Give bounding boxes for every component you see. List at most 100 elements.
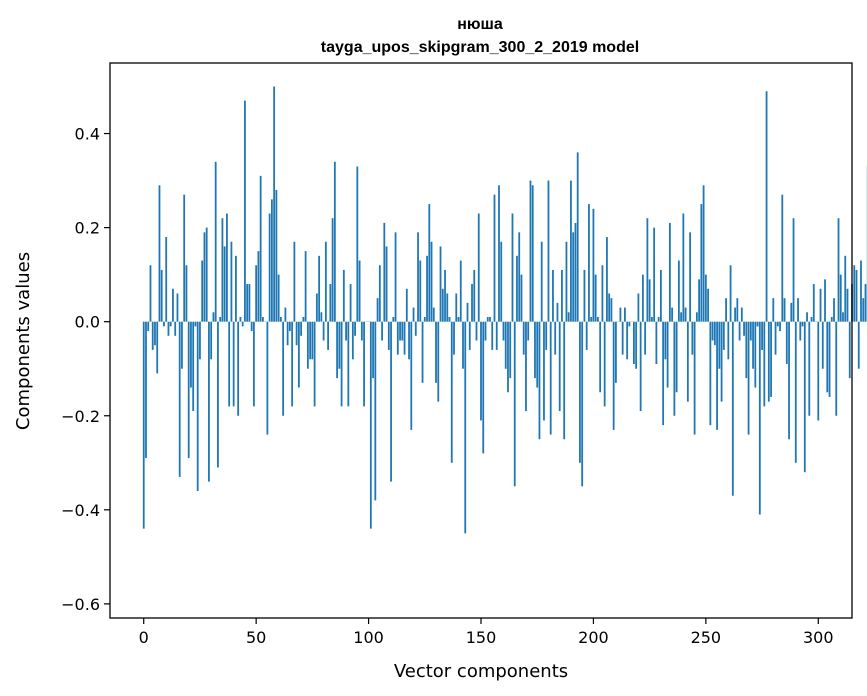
bar-28 xyxy=(205,227,208,322)
bar-57 xyxy=(270,199,273,322)
bar-104 xyxy=(376,298,379,322)
bar-225 xyxy=(648,279,651,322)
bar-133 xyxy=(441,288,444,322)
bar-319 xyxy=(860,260,862,322)
bar-213 xyxy=(621,321,624,355)
bar-224 xyxy=(646,218,649,322)
bar-22 xyxy=(192,321,195,412)
y-tick-label: 0.0 xyxy=(75,313,100,332)
bar-140 xyxy=(457,316,460,322)
bar-229 xyxy=(657,316,660,322)
bar-192 xyxy=(574,222,577,322)
bar-185 xyxy=(558,321,561,412)
bar-43 xyxy=(239,316,242,322)
bar-304 xyxy=(826,321,829,393)
bar-282 xyxy=(776,321,779,327)
bar-109 xyxy=(387,321,390,350)
bar-310 xyxy=(839,274,842,322)
bar-169 xyxy=(522,321,525,355)
bar-132 xyxy=(439,246,442,322)
bar-290 xyxy=(794,321,797,463)
bar-9 xyxy=(163,321,165,327)
bar-166 xyxy=(516,255,518,322)
bar-221 xyxy=(639,321,642,412)
bar-151 xyxy=(482,321,485,454)
bar-74 xyxy=(309,321,312,360)
bar-254 xyxy=(713,321,716,346)
bar-39 xyxy=(230,241,233,322)
bar-126 xyxy=(426,255,428,322)
bar-125 xyxy=(423,316,426,322)
bar-186 xyxy=(561,269,563,322)
x-axis-label: Vector components xyxy=(394,661,568,682)
bar-113 xyxy=(396,321,399,355)
bar-72 xyxy=(304,251,307,322)
bar-37 xyxy=(226,213,228,322)
bar-63 xyxy=(284,307,287,322)
bar-165 xyxy=(513,321,516,487)
y-tick-label: 0.2 xyxy=(75,219,100,238)
bar-252 xyxy=(709,321,712,426)
bar-272 xyxy=(754,321,757,388)
bar-76 xyxy=(313,321,316,407)
bar-230 xyxy=(659,269,662,322)
bar-223 xyxy=(644,321,647,355)
bar-167 xyxy=(518,232,521,322)
bar-112 xyxy=(394,232,397,322)
bar-19 xyxy=(185,265,188,322)
bar-177 xyxy=(540,241,543,322)
x-tick-label: 100 xyxy=(353,628,384,647)
bar-316 xyxy=(853,265,856,322)
bar-228 xyxy=(655,321,658,365)
bar-69 xyxy=(297,321,300,388)
bar-285 xyxy=(783,298,786,322)
bar-275 xyxy=(761,321,763,350)
bar-49 xyxy=(253,321,255,407)
bar-300 xyxy=(817,321,820,421)
bar-274 xyxy=(758,321,761,515)
bar-188 xyxy=(565,241,568,322)
x-axis-ticks: 0 50 100 150 200 250 300 xyxy=(139,618,834,647)
bar-234 xyxy=(668,222,671,322)
bar-0 xyxy=(142,321,145,529)
bar-236 xyxy=(673,321,676,416)
y-tick-label: −0.2 xyxy=(61,407,100,426)
bar-309 xyxy=(837,218,840,322)
bar-27 xyxy=(203,232,206,322)
bar-214 xyxy=(624,307,626,322)
bar-44 xyxy=(241,321,244,327)
bar-273 xyxy=(756,321,759,327)
bar-199 xyxy=(590,316,593,322)
bar-33 xyxy=(217,321,219,468)
bar-78 xyxy=(318,255,321,322)
bar-255 xyxy=(716,321,718,430)
bar-66 xyxy=(291,321,294,407)
bar-206 xyxy=(606,237,608,322)
bar-279 xyxy=(770,321,772,397)
bar-48 xyxy=(250,321,253,332)
bar-42 xyxy=(237,321,240,416)
bar-197 xyxy=(585,321,588,350)
bar-17 xyxy=(181,321,183,369)
bar-136 xyxy=(448,316,451,322)
bar-102 xyxy=(372,321,374,379)
bar-160 xyxy=(502,321,505,341)
bar-29 xyxy=(208,321,210,482)
bar-202 xyxy=(597,316,599,322)
bar-56 xyxy=(268,213,271,322)
y-axis-ticks: −0.6 −0.4 −0.2 0.0 0.2 0.4 xyxy=(61,125,110,614)
bar-212 xyxy=(619,307,622,322)
bar-200 xyxy=(592,208,595,322)
bar-147 xyxy=(473,269,476,322)
bar-103 xyxy=(374,321,377,501)
bar-232 xyxy=(664,321,667,360)
bar-239 xyxy=(680,312,683,322)
bar-149 xyxy=(477,213,480,322)
bar-4 xyxy=(151,321,154,350)
bar-64 xyxy=(286,321,289,346)
bar-12 xyxy=(169,321,172,327)
bar-145 xyxy=(468,321,471,350)
bar-155 xyxy=(491,321,494,350)
y-tick-label: 0.4 xyxy=(75,125,100,144)
bar-138 xyxy=(453,321,455,355)
